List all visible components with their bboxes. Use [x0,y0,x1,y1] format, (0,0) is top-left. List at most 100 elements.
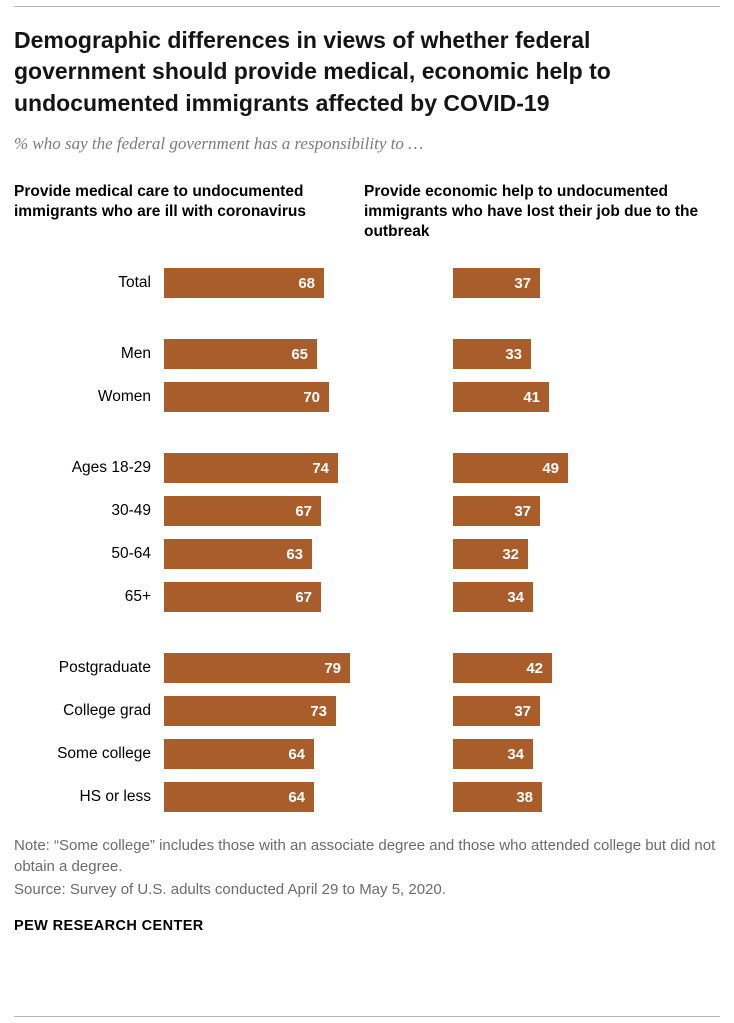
economic-bar: 32 [453,539,528,570]
economic-bar-area: 34 [453,739,720,770]
top-rule [14,6,720,7]
chart-row: College grad 73 37 [14,696,720,727]
economic-bar-area: 32 [453,539,720,570]
medical-bar: 70 [164,382,329,413]
economic-bar: 42 [453,653,552,684]
row-label: College grad [63,702,151,720]
bar-value: 65 [291,345,308,363]
medical-bar: 79 [164,653,350,684]
chart-source: Source: Survey of U.S. adults conducted … [14,881,446,899]
economic-bar-area: 38 [453,782,720,813]
bar-value: 33 [505,345,522,363]
economic-bar: 41 [453,382,549,413]
bar-value: 68 [298,274,315,292]
economic-bar-area: 42 [453,653,720,684]
chart-row: 50-64 63 32 [14,539,720,570]
row-label: Total [118,274,151,292]
bottom-rule [14,1016,720,1017]
medical-column-title: Provide medical care to undocumented imm… [14,182,306,220]
medical-bar: 67 [164,582,321,613]
medical-bar: 73 [164,696,336,727]
medical-bar: 63 [164,539,312,570]
chart-row: Women 70 41 [14,382,720,413]
medical-bar-area: 63 [164,539,453,570]
economic-bar: 34 [453,739,533,770]
medical-bar: 65 [164,339,317,370]
bar-value: 41 [523,388,540,406]
row-label: 50-64 [111,545,151,563]
bar-value: 37 [514,502,531,520]
economic-bar-area: 33 [453,339,720,370]
chart-row: Postgraduate 79 42 [14,653,720,684]
bar-value: 64 [288,788,305,806]
bar-value: 37 [514,702,531,720]
bar-value: 34 [507,588,524,606]
medical-bar-area: 67 [164,496,453,527]
row-label: Ages 18-29 [71,459,151,477]
bar-value: 32 [502,545,519,563]
bar-value: 63 [286,545,303,563]
chart-row: Men 65 33 [14,339,720,370]
medical-bar-area: 70 [164,382,453,413]
medical-bar-area: 67 [164,582,453,613]
medical-bar: 68 [164,268,324,299]
bar-value: 73 [310,702,327,720]
page-title: Demographic differences in views of whet… [14,27,611,116]
bar-value: 42 [526,659,543,677]
economic-bar: 37 [453,696,540,727]
medical-bar-area: 74 [164,453,453,484]
medical-bar-area: 68 [164,268,453,299]
chart-note: Note: “Some college” includes those with… [14,837,716,876]
bar-value: 49 [542,459,559,477]
economic-bar: 37 [453,268,540,299]
medical-bar: 64 [164,782,314,813]
bar-value: 64 [288,745,305,763]
economic-bar-area: 37 [453,268,720,299]
bar-chart: Total 68 37 Men 65 33 Women 70 41 Ages 18-29 74 49 3… [14,268,720,825]
economic-bar: 49 [453,453,568,484]
economic-bar-area: 41 [453,382,720,413]
pew-research-center-brand: PEW RESEARCH CENTER [14,918,204,935]
medical-bar: 74 [164,453,338,484]
chart-row: Ages 18-29 74 49 [14,453,720,484]
row-label: Men [120,345,151,363]
chart-row: 65+ 67 34 [14,582,720,613]
bar-value: 67 [295,502,312,520]
medical-bar-area: 64 [164,782,453,813]
bar-value: 74 [312,459,329,477]
economic-bar: 33 [453,339,531,370]
bar-value: 37 [514,274,531,292]
medical-bar-area: 65 [164,339,453,370]
economic-bar: 34 [453,582,533,613]
row-label: 30-49 [111,502,151,520]
bar-value: 70 [303,388,320,406]
column-headers: Provide medical care to undocumented imm… [14,182,720,242]
chart-row: HS or less 64 38 [14,782,720,813]
medical-bar: 64 [164,739,314,770]
medical-bar-area: 64 [164,739,453,770]
row-label: Some college [57,745,151,763]
bar-value: 34 [507,745,524,763]
economic-bar-area: 34 [453,582,720,613]
economic-column-title: Provide economic help to undocumented im… [364,182,699,241]
medical-bar-area: 73 [164,696,453,727]
economic-bar: 38 [453,782,542,813]
medical-bar-area: 79 [164,653,453,684]
economic-bar-area: 37 [453,496,720,527]
medical-bar: 67 [164,496,321,527]
chart-row: Total 68 37 [14,268,720,299]
bar-value: 38 [516,788,533,806]
bar-value: 67 [295,588,312,606]
chart-row: 30-49 67 37 [14,496,720,527]
row-label: HS or less [79,788,152,806]
chart-row: Some college 64 34 [14,739,720,770]
row-label: Women [97,388,151,406]
economic-bar: 37 [453,496,540,527]
economic-bar-area: 49 [453,453,720,484]
bar-value: 79 [324,659,341,677]
economic-bar-area: 37 [453,696,720,727]
row-label: Postgraduate [58,659,151,677]
chart-subtitle: % who say the federal government has a r… [14,133,424,153]
row-label: 65+ [124,588,151,606]
